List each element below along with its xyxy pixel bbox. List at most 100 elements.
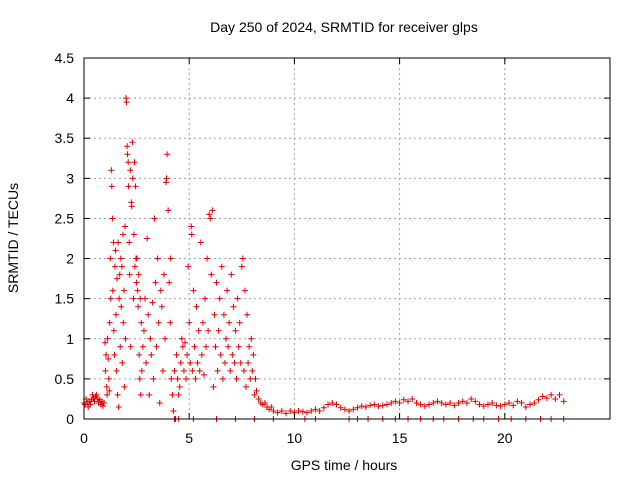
data-point-plus-marker: [175, 391, 182, 398]
data-point-plus-marker: [105, 355, 112, 362]
data-point-plus-marker: [120, 287, 127, 294]
data-point-plus-marker: [337, 404, 344, 411]
data-point-plus-marker: [241, 287, 248, 294]
data-point-plus-marker: [434, 398, 441, 405]
data-point-plus-marker: [164, 151, 171, 158]
data-point-plus-marker: [166, 279, 173, 286]
data-point-plus-marker: [112, 247, 119, 254]
data-point-plus-marker: [135, 271, 142, 278]
data-point-plus-marker: [194, 359, 201, 366]
data-point-plus-marker: [333, 401, 340, 408]
data-point-plus-marker: [171, 367, 178, 374]
data-point-plus-marker: [548, 391, 555, 398]
data-point-plus-marker: [216, 295, 223, 302]
data-point-plus-marker: [128, 203, 135, 210]
data-point-plus-marker: [442, 401, 449, 408]
data-point-plus-marker: [114, 275, 121, 282]
y-tick-label: 2: [66, 251, 74, 267]
data-point-plus-marker: [179, 343, 186, 350]
data-point-plus-marker: [193, 303, 200, 310]
data-point-plus-marker: [226, 319, 233, 326]
data-point-plus-marker: [150, 375, 157, 382]
data-point-plus-marker: [104, 335, 111, 342]
data-point-plus-marker: [173, 351, 180, 358]
data-point-plus-marker: [556, 391, 563, 398]
data-point-plus-marker: [156, 399, 163, 406]
data-point-plus-marker: [125, 183, 132, 190]
data-point-plus-marker: [134, 255, 141, 262]
data-point-plus-marker: [252, 375, 259, 382]
data-point-plus-marker: [176, 383, 183, 390]
data-point-plus-marker: [459, 398, 466, 405]
data-point-plus-marker: [230, 303, 237, 310]
data-point-plus-marker: [451, 402, 458, 409]
data-point-plus-marker: [218, 263, 225, 270]
data-point-plus-marker: [180, 367, 187, 374]
data-point-plus-marker: [220, 311, 227, 318]
data-point-plus-marker: [247, 375, 254, 382]
data-point-plus-marker: [287, 407, 294, 414]
data-point-plus-marker: [223, 335, 230, 342]
y-axis-ticks: 0 0.5 1 1.5 2 2.5 3 3.5 4 4.5: [55, 50, 610, 427]
data-point-plus-marker: [243, 383, 250, 390]
data-point-plus-marker: [145, 311, 152, 318]
data-point-plus-marker: [463, 399, 470, 406]
data-point-plus-marker: [184, 351, 191, 358]
data-point-plus-marker: [371, 401, 378, 408]
data-point-plus-marker: [417, 401, 424, 408]
data-point-plus-marker: [139, 343, 146, 350]
data-point-plus-marker: [246, 343, 253, 350]
data-point-plus-marker: [224, 287, 231, 294]
data-point-plus-marker: [295, 407, 302, 414]
data-point-plus-marker: [168, 375, 175, 382]
y-tick-label: 4.5: [55, 50, 75, 66]
data-point-plus-marker: [123, 99, 130, 106]
y-tick-label: 3: [66, 170, 74, 186]
data-point-plus-marker: [162, 335, 169, 342]
data-point-plus-marker: [117, 343, 124, 350]
data-point-plus-marker: [122, 223, 129, 230]
data-point-plus-marker: [233, 375, 240, 382]
data-point-plus-marker: [190, 287, 197, 294]
data-point-plus-marker: [213, 279, 220, 286]
data-point-plus-marker: [489, 399, 496, 406]
y-tick-label: 0.5: [55, 371, 75, 387]
data-point-plus-marker: [261, 399, 268, 406]
data-point-plus-marker: [212, 343, 219, 350]
data-point-plus-marker: [282, 410, 289, 417]
data-point-plus-marker: [392, 398, 399, 405]
data-point-plus-marker: [136, 375, 143, 382]
data-point-plus-marker: [522, 403, 529, 410]
data-point-plus-marker: [106, 387, 113, 394]
data-point-plus-marker: [207, 215, 214, 222]
data-point-plus-marker: [119, 231, 126, 238]
data-point-plus-marker: [112, 311, 119, 318]
data-point-plus-marker: [379, 402, 386, 409]
y-tick-label: 3.5: [55, 130, 75, 146]
data-point-plus-marker: [169, 391, 176, 398]
y-axis-label: SRMTID / TECUs: [5, 183, 21, 293]
data-point-plus-marker: [125, 159, 132, 166]
data-point-plus-marker: [325, 401, 332, 408]
data-point-plus-marker: [413, 399, 420, 406]
data-point-plus-marker: [510, 402, 517, 409]
data-point-plus-marker: [114, 391, 121, 398]
data-point-plus-marker: [409, 395, 416, 402]
data-point-plus-marker: [375, 403, 382, 410]
data-point-plus-marker: [405, 398, 412, 405]
data-point-plus-marker: [383, 401, 390, 408]
data-point-plus-marker: [183, 375, 190, 382]
y-tick-label: 0: [66, 411, 74, 427]
data-point-plus-marker: [129, 175, 136, 182]
data-point-plus-marker: [251, 391, 258, 398]
data-point-plus-marker: [197, 239, 204, 246]
data-point-plus-marker: [421, 403, 428, 410]
data-point-plus-marker: [234, 295, 241, 302]
x-tick-label: 0: [80, 430, 88, 446]
data-point-plus-marker: [108, 167, 115, 174]
data-point-plus-marker: [142, 295, 149, 302]
data-point-plus-marker: [227, 367, 234, 374]
data-point-plus-marker: [151, 215, 158, 222]
data-point-plus-marker: [480, 403, 487, 410]
data-point-plus-marker: [400, 396, 407, 403]
